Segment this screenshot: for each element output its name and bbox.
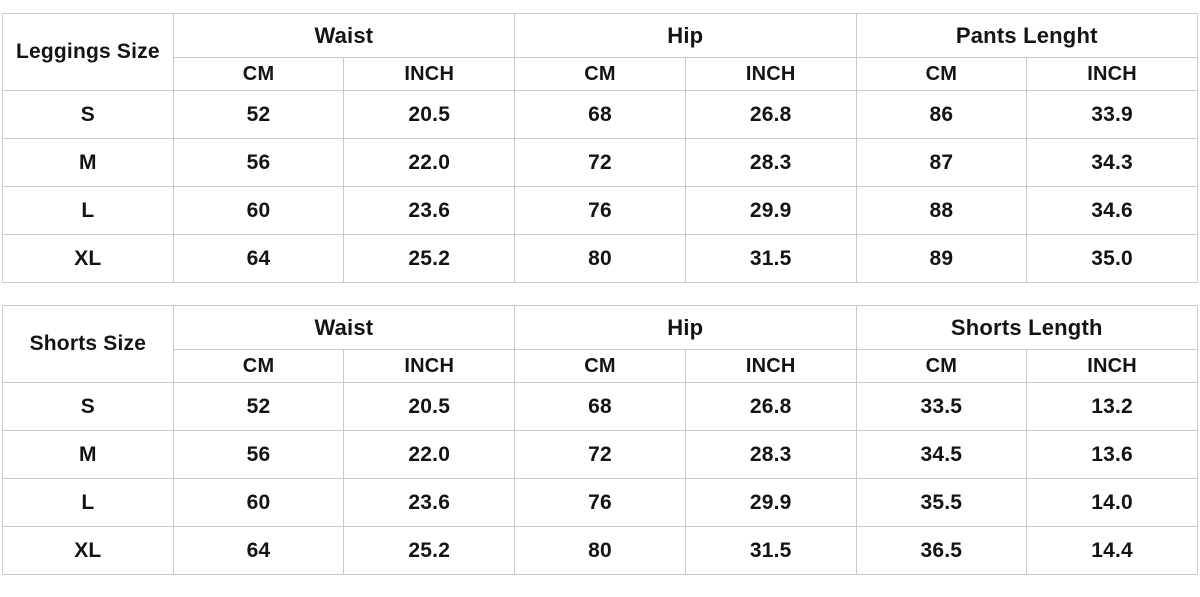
leggings-unit-header-row: CM INCH CM INCH CM INCH [3,57,1198,91]
measurement-cell: 33.9 [1026,90,1198,139]
leggings-row-s: S 52 20.5 68 26.8 86 33.9 [2,90,1198,139]
measurement-cell: 86 [855,90,1028,139]
measurement-cell: 22.0 [343,430,516,479]
leggings-row-m: M 56 22.0 72 28.3 87 34.3 [2,138,1198,187]
measurement-cell: 72 [514,430,686,479]
leggings-group-header-pants-length: Pants Lenght [855,13,1199,58]
size-label: L [2,186,174,235]
shorts-length-cm-header: CM [855,349,1028,383]
shorts-hip-inch-header: INCH [684,349,857,383]
measurement-cell: 23.6 [343,478,516,527]
shorts-group-header-waist: Waist [172,305,516,350]
measurement-cell: 72 [514,138,686,187]
measurement-cell: 52 [172,382,345,431]
measurement-cell: 28.3 [684,138,857,187]
size-chart-page: Leggings Size Waist Hip Pants Lenght CM … [2,13,1199,575]
measurement-cell: 14.0 [1026,478,1198,527]
size-label: S [2,382,174,431]
leggings-row-l: L 60 23.6 76 29.9 88 34.6 [2,186,1198,235]
measurement-cell: 13.6 [1026,430,1198,479]
table-spacer [2,283,1198,305]
leggings-group-header-row: Leggings Size Waist Hip Pants Lenght [2,13,1199,91]
measurement-cell: 23.6 [343,186,516,235]
measurement-cell: 31.5 [684,526,857,575]
measurement-cell: 80 [514,526,686,575]
shorts-row-s: S 52 20.5 68 26.8 33.5 13.2 [2,382,1198,431]
leggings-length-inch-header: INCH [1026,57,1198,91]
leggings-group-header-hip: Hip [514,13,857,58]
leggings-length-cm-header: CM [855,57,1028,91]
measurement-cell: 68 [514,90,686,139]
measurement-cell: 22.0 [343,138,516,187]
measurement-cell: 35.5 [855,478,1028,527]
measurement-cell: 29.9 [684,478,857,527]
measurement-cell: 25.2 [343,526,516,575]
measurement-cell: 13.2 [1026,382,1198,431]
measurement-cell: 34.5 [855,430,1028,479]
measurement-cell: 56 [172,430,345,479]
measurement-cell: 36.5 [855,526,1028,575]
shorts-row-l: L 60 23.6 76 29.9 35.5 14.0 [2,478,1198,527]
shorts-group-header-hip: Hip [514,305,857,350]
measurement-cell: 34.6 [1026,186,1198,235]
shorts-unit-header-row: CM INCH CM INCH CM INCH [3,349,1198,383]
leggings-hip-cm-header: CM [514,57,686,91]
measurement-cell: 20.5 [343,382,516,431]
size-label: M [2,138,174,187]
measurement-cell: 25.2 [343,234,516,283]
measurement-cell: 76 [514,478,686,527]
shorts-group-header-shorts-length: Shorts Length [855,305,1199,350]
measurement-cell: 56 [172,138,345,187]
leggings-size-table: Leggings Size Waist Hip Pants Lenght CM … [2,13,1199,283]
measurement-cell: 26.8 [684,90,857,139]
size-label: XL [2,234,174,283]
size-label: S [2,90,174,139]
leggings-hip-inch-header: INCH [684,57,857,91]
leggings-row-xl: XL 64 25.2 80 31.5 89 35.0 [2,234,1198,283]
measurement-cell: 60 [172,478,345,527]
measurement-cell: 29.9 [684,186,857,235]
leggings-waist-cm-header: CM [172,57,345,91]
shorts-table-title: Shorts Size [2,305,174,383]
measurement-cell: 88 [855,186,1028,235]
measurement-cell: 64 [172,526,345,575]
shorts-waist-cm-header: CM [172,349,345,383]
measurement-cell: 33.5 [855,382,1028,431]
measurement-cell: 87 [855,138,1028,187]
shorts-hip-cm-header: CM [514,349,686,383]
leggings-table-title: Leggings Size [2,13,174,91]
shorts-length-inch-header: INCH [1026,349,1198,383]
leggings-waist-inch-header: INCH [343,57,516,91]
measurement-cell: 35.0 [1026,234,1198,283]
size-label: M [2,430,174,479]
shorts-row-m: M 56 22.0 72 28.3 34.5 13.6 [2,430,1198,479]
shorts-size-table: Shorts Size Waist Hip Shorts Length CM I… [2,305,1199,575]
measurement-cell: 26.8 [684,382,857,431]
size-label: L [2,478,174,527]
measurement-cell: 14.4 [1026,526,1198,575]
measurement-cell: 60 [172,186,345,235]
size-label: XL [2,526,174,575]
measurement-cell: 89 [855,234,1028,283]
leggings-group-header-waist: Waist [172,13,516,58]
measurement-cell: 31.5 [684,234,857,283]
shorts-group-header-row: Shorts Size Waist Hip Shorts Length [2,305,1199,383]
measurement-cell: 52 [172,90,345,139]
measurement-cell: 80 [514,234,686,283]
measurement-cell: 76 [514,186,686,235]
measurement-cell: 34.3 [1026,138,1198,187]
measurement-cell: 28.3 [684,430,857,479]
measurement-cell: 20.5 [343,90,516,139]
measurement-cell: 64 [172,234,345,283]
shorts-waist-inch-header: INCH [343,349,516,383]
measurement-cell: 68 [514,382,686,431]
shorts-row-xl: XL 64 25.2 80 31.5 36.5 14.4 [2,526,1198,575]
